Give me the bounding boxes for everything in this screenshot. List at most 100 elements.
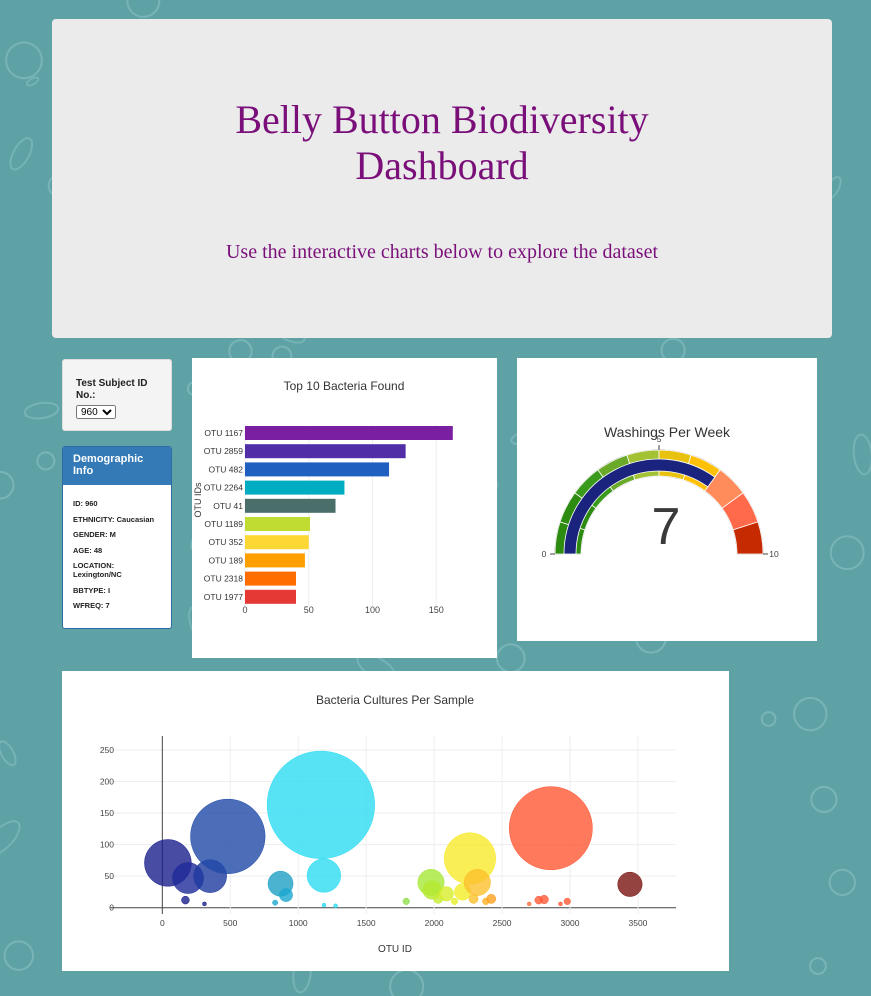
bubble-point-12[interactable] (333, 903, 338, 909)
bar-y-axis-title: OTU IDs (193, 482, 203, 517)
subject-select-panel: Test Subject ID No.: 960 (62, 359, 172, 431)
bubble-x-tick-label: 1500 (357, 918, 376, 928)
bar-otu-352[interactable] (245, 535, 309, 550)
bubble-point-28[interactable] (558, 901, 563, 907)
bar-otu-189[interactable] (245, 553, 305, 568)
bar-otu-482[interactable] (245, 462, 390, 477)
top-bacteria-chart-card: Top 10 Bacteria Found 0 50 100 150 OTU 1167 OT… (192, 358, 497, 658)
gauge-value-number: 7 (652, 498, 681, 556)
demographic-info-panel: Demographic Info ID: 960 ETHNICITY: Cauc… (62, 446, 172, 629)
bg-microbe-shape (36, 451, 56, 471)
bubble-x-tick-label: 1000 (289, 918, 308, 928)
bubble-point-8[interactable] (272, 899, 279, 906)
bubble-x-tick-label: 500 (223, 918, 237, 928)
demo-id: ID: 960 (73, 499, 98, 508)
bubble-point-5[interactable] (202, 901, 207, 907)
bubble-point-13[interactable] (402, 897, 410, 905)
top-bacteria-bar-chart: Top 10 Bacteria Found 0 50 100 150 OTU 1167 OT… (193, 379, 453, 615)
page-subtitle: Use the interactive charts below to expl… (225, 241, 659, 263)
bubble-point-27[interactable] (539, 894, 549, 905)
bar-otu-2318[interactable] (245, 571, 296, 586)
bar-y-tick-label: OTU 482 (209, 464, 244, 474)
bubble-point-3[interactable] (190, 798, 266, 874)
bacteria-bubble-chart: Bacteria Cultures Per Sample 0 50 100 150 200… (100, 693, 676, 955)
bg-microbe-shape (495, 643, 526, 674)
bubble-point-30[interactable] (509, 786, 593, 871)
gauge-tick-label: 10 (769, 549, 779, 559)
gauge-title: Washings Per Week (604, 424, 731, 440)
gauge-tick-label: 5 (657, 434, 662, 444)
bubble-point-4[interactable] (181, 895, 190, 905)
subject-id-select[interactable]: 960 (76, 405, 116, 419)
bar-y-tick-label: OTU 1167 (204, 428, 243, 438)
bg-microbe-shape (0, 470, 15, 500)
bar-y-tick-label: OTU 41 (213, 501, 243, 511)
bubble-chart-card: Bacteria Cultures Per Sample 0 50 100 150 200… (62, 671, 729, 971)
bar-y-tick-label: OTU 2318 (204, 574, 243, 584)
bubble-y-tick-label: 200 (100, 777, 114, 787)
gauge-tick-label: 0 (542, 549, 547, 559)
washings-gauge-card: Washings Per Week 0 5 10 7 (517, 358, 817, 641)
bubble-point-24[interactable] (486, 893, 497, 904)
demo-age: AGE: 48 (73, 545, 103, 555)
bubble-point-11[interactable] (321, 902, 327, 908)
demo-wfreq: WFREQ: 7 (73, 601, 110, 610)
bg-microbe-shape (829, 535, 865, 571)
bar-y-tick-label: OTU 189 (209, 555, 244, 565)
bar-otu-2264[interactable] (245, 480, 345, 495)
gauge-step-9 (732, 521, 764, 555)
header-jumbotron: Belly Button Biodiversity Dashboard Use … (52, 19, 832, 338)
bubble-point-18[interactable] (450, 897, 459, 905)
bubble-point-10[interactable] (306, 858, 341, 893)
bar-otu-1977[interactable] (245, 589, 296, 604)
bubble-point-21[interactable] (463, 869, 491, 896)
bubble-y-tick-label: 150 (100, 808, 114, 818)
bar-otu-1167[interactable] (245, 426, 453, 440)
bar-x-tick-label: 100 (365, 605, 380, 615)
bg-microbe-shape (25, 76, 40, 87)
bar-otu-1189[interactable] (245, 517, 311, 531)
bg-microbe-shape (9, 137, 34, 171)
bubble-x-axis-title: OTU ID (378, 944, 412, 955)
bubble-x-tick-label: 3000 (561, 918, 580, 928)
bar-y-tick-label: OTU 352 (209, 537, 244, 547)
bg-microbe-shape (3, 940, 35, 971)
bg-microbe-shape (0, 820, 21, 857)
bar-y-tick-label: OTU 2264 (204, 483, 243, 493)
bubble-point-31[interactable] (617, 871, 643, 897)
bar-otu-41[interactable] (245, 498, 336, 513)
bubble-x-tick-label: 2000 (425, 918, 444, 928)
bg-microbe-shape (810, 785, 838, 814)
demo-gender: GENDER: M (73, 530, 116, 539)
bar-x-tick-label: 50 (304, 605, 314, 615)
bg-microbe-shape (0, 740, 17, 767)
bubble-point-25[interactable] (526, 901, 532, 907)
subject-select-label: Test Subject ID No.: (76, 378, 148, 401)
bubble-y-tick-label: 100 (100, 840, 114, 850)
bg-microbe-shape (793, 696, 828, 732)
demo-location: LOCATION: Lexington/NC (73, 561, 122, 579)
bar-otu-2859[interactable] (245, 444, 406, 459)
bubble-point-9[interactable] (266, 750, 375, 859)
washings-gauge-chart: Washings Per Week 0 5 10 7 (542, 424, 779, 559)
gauge-value-bar (563, 458, 716, 555)
bubble-x-tick-label: 3500 (628, 918, 647, 928)
bubble-point-29[interactable] (563, 897, 571, 905)
bubble-point-22[interactable] (468, 893, 479, 904)
bubble-x-tick-label: 0 (160, 918, 165, 928)
bubble-point-17[interactable] (438, 886, 454, 902)
page-title: Belly Button Biodiversity Dashboard (235, 97, 649, 188)
bar-chart-title: Top 10 Bacteria Found (284, 379, 405, 393)
bar-y-tick-label: OTU 2859 (204, 446, 243, 456)
bg-microbe-shape (852, 433, 871, 476)
bg-microbe-shape (809, 957, 827, 975)
demographic-info-body: ID: 960 ETHNICITY: Caucasian GENDER: M A… (63, 485, 171, 610)
bubble-point-7[interactable] (279, 888, 293, 902)
bubble-y-tick-label: 50 (105, 871, 115, 881)
bg-microbe-shape (126, 0, 161, 18)
bar-y-tick-label: OTU 1189 (204, 519, 243, 529)
bg-microbe-shape (5, 41, 43, 80)
bar-y-tick-label: OTU 1977 (204, 592, 243, 602)
bar-x-tick-label: 150 (429, 605, 444, 615)
bg-microbe-shape (389, 968, 425, 996)
